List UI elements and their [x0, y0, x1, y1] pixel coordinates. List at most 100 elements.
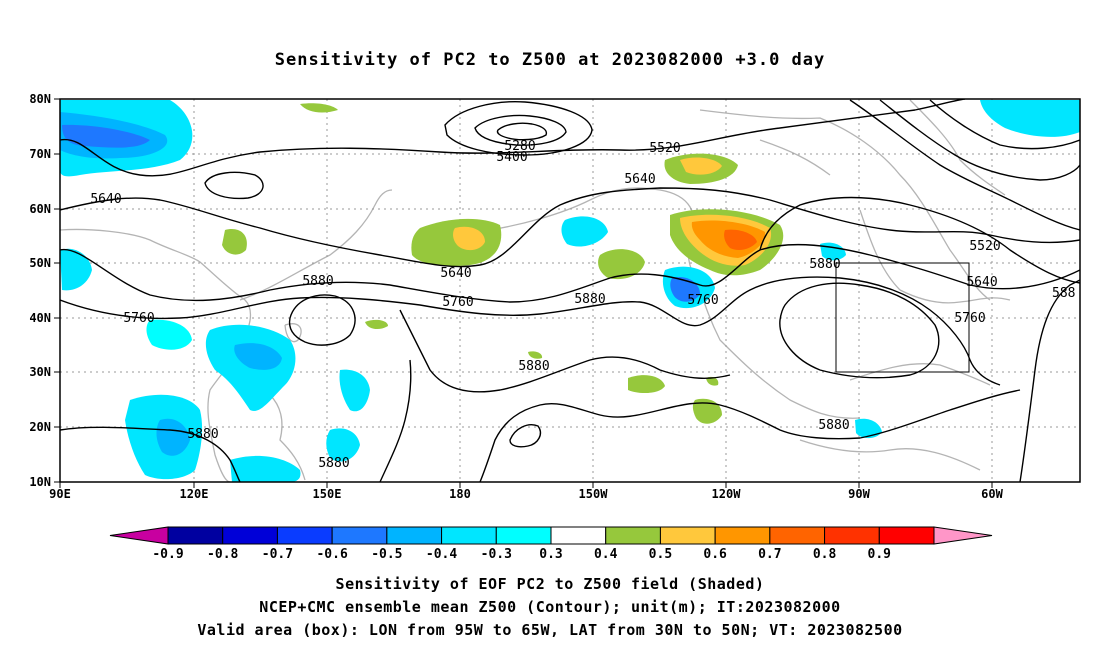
- shade-patch: [980, 100, 1080, 137]
- colorbar-segment: [276, 526, 333, 545]
- contour-label: 5880: [187, 427, 218, 442]
- colorbar: [109, 526, 993, 545]
- colorbar-segment: [167, 526, 224, 545]
- contour-label: 5880: [574, 292, 605, 307]
- y-tick-label: 30N: [29, 365, 51, 379]
- colorbar-segment: [441, 526, 497, 545]
- colorbar-labels: -0.9 -0.8 -0.7 -0.6 -0.5 -0.4 -0.3 0.3 0.4 0.5 0.6…: [152, 547, 891, 562]
- colorbar-label: 0.8: [813, 547, 837, 562]
- shade-patch: [230, 455, 301, 482]
- shade-patch: [146, 319, 192, 350]
- colorbar-segment: [222, 526, 278, 545]
- shade-patch: [598, 249, 645, 280]
- shade-patch: [234, 343, 282, 370]
- contour-label: 5280: [504, 139, 535, 154]
- x-tick-label: 180: [449, 487, 471, 501]
- y-tick-label: 40N: [29, 311, 51, 325]
- x-tick-label: 120E: [180, 487, 209, 501]
- contour-label: 588: [1052, 286, 1075, 301]
- shade-patch: [156, 418, 190, 456]
- colorbar-segment: [495, 526, 552, 545]
- figure-title: Sensitivity of PC2 to Z500 at 2023082000…: [274, 50, 826, 70]
- contour-label: 5760: [123, 311, 154, 326]
- x-tick-label: 150E: [313, 487, 342, 501]
- contour-label: 5880: [318, 456, 349, 471]
- contour-label: 5880: [809, 257, 840, 272]
- shade-patch: [628, 375, 665, 394]
- shade-patch: [300, 103, 338, 113]
- contour-label: 5640: [90, 192, 121, 207]
- caption-shaded: Sensitivity of EOF PC2 to Z500 field (Sh…: [335, 575, 765, 593]
- y-tick-label: 20N: [29, 420, 51, 434]
- shade-patch: [724, 229, 757, 250]
- shade-patch: [339, 369, 370, 412]
- colorbar-label: -0.7: [262, 547, 293, 562]
- x-axis-labels: 90E 120E 150E 180 150W 120W 90W 60W: [49, 487, 1003, 501]
- colorbar-label: 0.6: [703, 547, 727, 562]
- x-tick-label: 60W: [981, 487, 1003, 501]
- x-tick-label: 150W: [579, 487, 609, 501]
- colorbar-segment: [878, 526, 935, 545]
- colorbar-label: 0.5: [649, 547, 672, 562]
- shade-patch: [692, 398, 722, 424]
- contour-label: 5760: [442, 295, 473, 310]
- contour-label: 5880: [302, 274, 333, 289]
- shade-patch: [222, 229, 247, 255]
- colorbar-segment: [714, 526, 771, 545]
- colorbar-label: 0.7: [758, 547, 781, 562]
- shade-patch: [453, 226, 485, 251]
- valid-area-box: [835, 262, 970, 373]
- colorbar-label: -0.4: [426, 547, 457, 562]
- shade-patch: [528, 351, 543, 359]
- y-tick-label: 80N: [29, 92, 51, 106]
- colorbar-label: -0.8: [207, 547, 238, 562]
- contour-label: 5760: [687, 293, 718, 308]
- shade-patch: [561, 216, 608, 247]
- plot-frame: [59, 98, 1081, 483]
- colorbar-arrow-low: [109, 526, 169, 545]
- contour-label: 5520: [649, 141, 680, 156]
- x-tick-label: 90E: [49, 487, 71, 501]
- x-tick-label: 90W: [848, 487, 870, 501]
- shade-patch: [706, 376, 719, 386]
- contour-label: 5760: [954, 311, 985, 326]
- colorbar-segment: [331, 526, 388, 545]
- caption-valid-area: Valid area (box): LON from 95W to 65W, L…: [197, 621, 903, 639]
- colorbar-arrow-high: [933, 526, 993, 545]
- y-tick-label: 50N: [29, 256, 51, 270]
- shade-patch: [855, 418, 882, 439]
- shade-patch: [680, 157, 722, 175]
- z500-contours: [60, 99, 1080, 482]
- colorbar-segment: [605, 526, 661, 545]
- y-tick-label: 70N: [29, 147, 51, 161]
- y-tick-label: 60N: [29, 202, 51, 216]
- caption-contour: NCEP+CMC ensemble mean Z500 (Contour); u…: [259, 598, 841, 616]
- y-axis-labels: 80N 70N 60N 50N 40N 30N 20N 10N: [29, 92, 51, 489]
- colorbar-segment: [386, 526, 443, 545]
- contour-label: 5640: [966, 275, 997, 290]
- colorbar-label: 0.3: [539, 547, 562, 562]
- contour-label: 5640: [440, 266, 471, 281]
- contour-label: 5880: [518, 359, 549, 374]
- shade-patch: [365, 319, 388, 330]
- colorbar-segment: [550, 526, 607, 545]
- y-tick-label: 10N: [29, 475, 51, 489]
- colorbar-segment: [769, 526, 826, 545]
- axis-ticks: [54, 98, 993, 488]
- colorbar-label: 0.9: [868, 547, 891, 562]
- contour-label: 5520: [969, 239, 1000, 254]
- shade-patch: [60, 248, 92, 291]
- colorbar-label: 0.4: [594, 547, 618, 562]
- colorbar-segment: [659, 526, 716, 545]
- colorbar-segment: [824, 526, 880, 545]
- sensitivity-shading: [60, 100, 1080, 482]
- shade-patch: [62, 124, 150, 148]
- colorbar-label: -0.6: [316, 547, 347, 562]
- contour-label: 5400: [496, 150, 527, 165]
- x-tick-label: 120W: [712, 487, 742, 501]
- colorbar-label: -0.9: [152, 547, 183, 562]
- contour-label-group: 5280 5400 5520 5640 5640 5640 5760 5760 …: [90, 139, 1075, 471]
- contour-label: 5640: [624, 172, 655, 187]
- contour-label: 5880: [818, 418, 849, 433]
